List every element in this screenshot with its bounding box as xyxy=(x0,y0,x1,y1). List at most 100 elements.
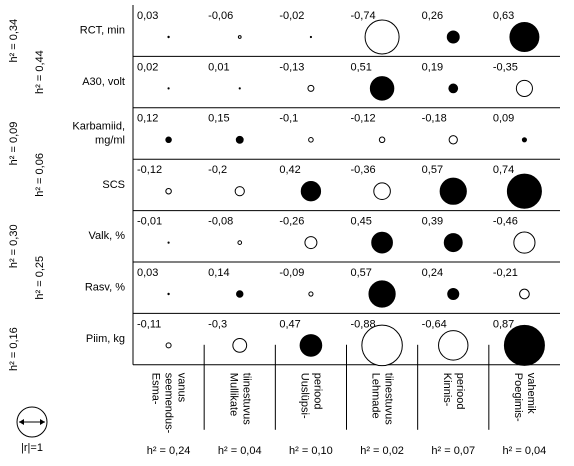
column-label: vanus xyxy=(176,373,188,403)
row-label: Karbamiid, xyxy=(72,120,125,132)
correlation-circle xyxy=(167,292,170,296)
value-label: -0,64 xyxy=(422,318,447,330)
value-label: 0,63 xyxy=(493,10,514,22)
column-label: vahemik xyxy=(525,373,537,414)
value-label: 0,57 xyxy=(422,164,443,176)
legend: |r|=1 xyxy=(16,406,48,454)
value-label: 0,24 xyxy=(422,267,443,279)
correlation-circle xyxy=(167,87,170,90)
correlation-circle xyxy=(361,324,403,367)
row-label: Piim, kg xyxy=(86,333,125,345)
row-h2: h² = 0,44 xyxy=(34,50,46,94)
value-label: 0,03 xyxy=(137,267,158,279)
column-h2: h² = 0,07 xyxy=(431,445,475,457)
value-label: 0,39 xyxy=(422,216,443,228)
row-label: Valk, % xyxy=(89,230,126,242)
value-label: 0,51 xyxy=(351,61,372,73)
value-label: 0,14 xyxy=(208,267,229,279)
correlation-circle xyxy=(439,177,467,205)
row-label: SCS xyxy=(102,179,125,191)
value-label: 0,02 xyxy=(137,61,158,73)
column-label: periood xyxy=(312,373,324,410)
correlation-circle xyxy=(308,137,314,143)
column-label: Uuslüpsi- xyxy=(299,373,311,419)
row-label: mg/ml xyxy=(95,134,125,146)
value-label: 0,47 xyxy=(279,318,300,330)
column-label: seemendus- xyxy=(163,373,175,434)
correlation-circle xyxy=(237,240,243,245)
value-label: -0,21 xyxy=(493,267,518,279)
correlation-circle xyxy=(371,231,393,254)
value-label: -0,06 xyxy=(208,10,233,22)
column-h2: h² = 0,04 xyxy=(218,445,262,457)
correlation-circle xyxy=(165,187,172,195)
value-label: 0,19 xyxy=(422,61,443,73)
legend-label: |r|=1 xyxy=(21,442,43,454)
correlation-circle xyxy=(237,35,242,39)
row-label: A30, volt xyxy=(82,76,125,88)
value-label: -0,36 xyxy=(351,164,376,176)
correlation-circle xyxy=(232,338,248,353)
column-label: Esma- xyxy=(150,373,162,405)
value-label: 0,12 xyxy=(137,113,158,125)
value-label: -0,13 xyxy=(279,61,304,73)
correlation-circle xyxy=(448,83,459,94)
column-label: Mullikate xyxy=(227,373,239,416)
correlation-circle xyxy=(167,35,170,39)
value-label: -0,3 xyxy=(208,318,227,330)
correlation-circle xyxy=(309,35,313,39)
correlation-circle xyxy=(506,173,542,209)
value-label: -0,12 xyxy=(351,113,376,125)
value-label: 0,42 xyxy=(279,164,300,176)
value-label: 0,09 xyxy=(493,113,514,125)
correlation-circle xyxy=(364,19,400,55)
column-label: Kinnis- xyxy=(441,373,453,407)
value-label: -0,01 xyxy=(137,216,162,228)
legend-circle xyxy=(16,406,48,438)
correlation-circle xyxy=(238,87,241,90)
column-label: tiinestuvus xyxy=(383,373,395,425)
correlation-circle xyxy=(448,135,458,145)
value-label: -0,46 xyxy=(493,216,518,228)
value-label: 0,57 xyxy=(351,267,372,279)
correlation-circle xyxy=(165,136,172,144)
correlation-circle xyxy=(521,137,527,143)
correlation-circle xyxy=(446,30,460,44)
row-h2: h² = 0,34 xyxy=(8,19,20,63)
correlation-circle xyxy=(308,291,314,297)
value-label: 0,15 xyxy=(208,113,229,125)
value-label: -0,11 xyxy=(137,318,161,330)
value-label: 0,03 xyxy=(137,10,158,22)
value-label: 0,74 xyxy=(493,164,514,176)
column-label: Poegimis- xyxy=(512,373,524,422)
correlation-circle xyxy=(368,280,396,308)
correlation-circle xyxy=(443,233,463,253)
correlation-circle xyxy=(378,136,386,144)
value-label: -0,12 xyxy=(137,164,162,176)
column-label: periood xyxy=(454,373,466,410)
correlation-circle xyxy=(513,231,536,254)
value-label: -0,09 xyxy=(279,267,304,279)
row-h2: h² = 0,09 xyxy=(8,122,20,166)
row-h2: h² = 0,25 xyxy=(34,256,46,300)
value-label: 0,26 xyxy=(422,10,443,22)
correlation-circle xyxy=(300,181,322,202)
value-label: -0,88 xyxy=(351,318,376,330)
column-h2: h² = 0,10 xyxy=(289,445,333,457)
correlation-circle xyxy=(373,182,391,200)
correlation-circle xyxy=(234,186,245,197)
value-label: 0,87 xyxy=(493,318,514,330)
row-label: Rasv, % xyxy=(85,282,125,294)
correlation-circle xyxy=(438,330,469,361)
row-h2: h² = 0,30 xyxy=(8,224,20,268)
column-h2: h² = 0,24 xyxy=(147,445,191,457)
correlation-circle xyxy=(503,324,545,366)
value-label: -0,26 xyxy=(279,216,304,228)
row-label: RCT, min xyxy=(80,25,125,37)
value-label: -0,2 xyxy=(208,164,227,176)
correlation-circle xyxy=(236,290,244,298)
correlation-circle xyxy=(447,287,460,301)
correlation-circle xyxy=(299,334,323,357)
correlation-circle xyxy=(369,76,395,101)
